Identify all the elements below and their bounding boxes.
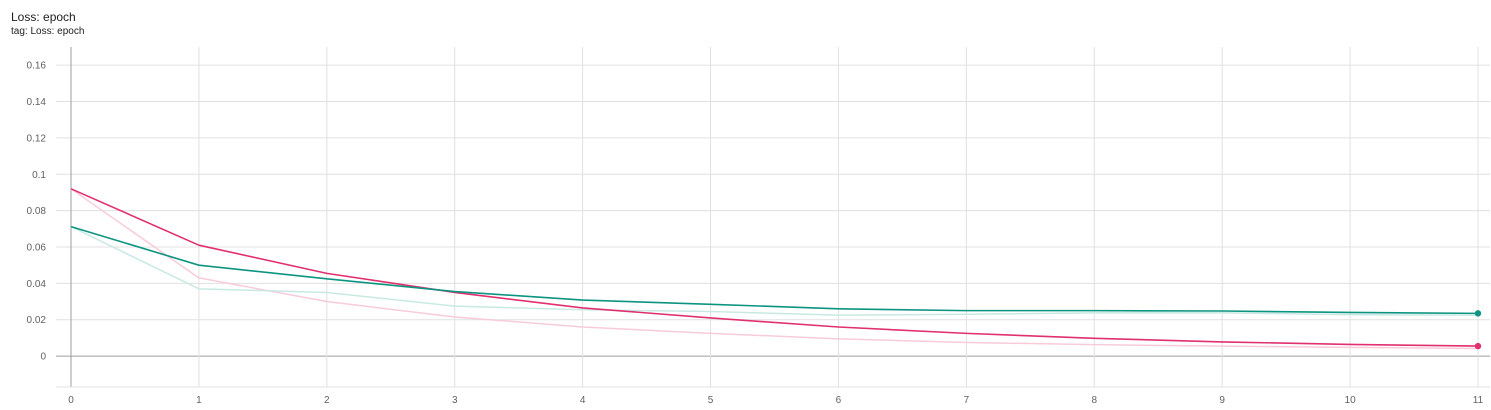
series-0-smoothed-line (70, 188, 1479, 347)
y-tick-label: 0.16 (27, 61, 47, 72)
series-1-raw-line (70, 225, 1479, 316)
y-tick-label: 0.12 (27, 133, 47, 144)
x-tick-label: 2 (324, 395, 330, 406)
x-tick-label: 3 (452, 395, 458, 406)
y-tick-label: 0.14 (27, 97, 47, 108)
grid-lines (56, 47, 1490, 387)
x-tick-label: 0 (68, 395, 74, 406)
y-tick-label: 0.06 (27, 243, 47, 254)
series-1-end-point (1474, 310, 1482, 317)
y-tick-label: 0.04 (27, 279, 47, 290)
series-0-raw-line (70, 188, 1479, 350)
x-tick-label: 4 (580, 395, 586, 406)
series-0-end-point (1474, 342, 1482, 350)
y-tick-label: 0.02 (27, 315, 47, 326)
y-tick-label: 0.08 (27, 206, 47, 217)
x-tick-label: 10 (1345, 395, 1357, 406)
x-tick-label: 5 (708, 395, 714, 406)
x-tick-label: 9 (1219, 395, 1225, 406)
tick-labels: 0 0.02 0.04 0.06 0.08 0.1 0.12 0.14 0.16 0 1 2 3 4 5 6 7… (27, 61, 1484, 406)
y-tick-label: 0 (40, 352, 46, 363)
x-tick-label: 1 (196, 395, 202, 406)
x-tick-label: 11 (1473, 395, 1484, 406)
chart-tag-subtitle: tag: Loss: epoch (11, 26, 85, 37)
series-1-smoothed-line (70, 225, 1479, 315)
series-group (70, 188, 1482, 350)
x-tick-label: 6 (836, 395, 842, 406)
x-tick-label: 7 (964, 395, 970, 406)
x-tick-label: 8 (1091, 395, 1097, 406)
chart-title: Loss: epoch (11, 10, 76, 24)
y-tick-label: 0.1 (32, 170, 46, 181)
